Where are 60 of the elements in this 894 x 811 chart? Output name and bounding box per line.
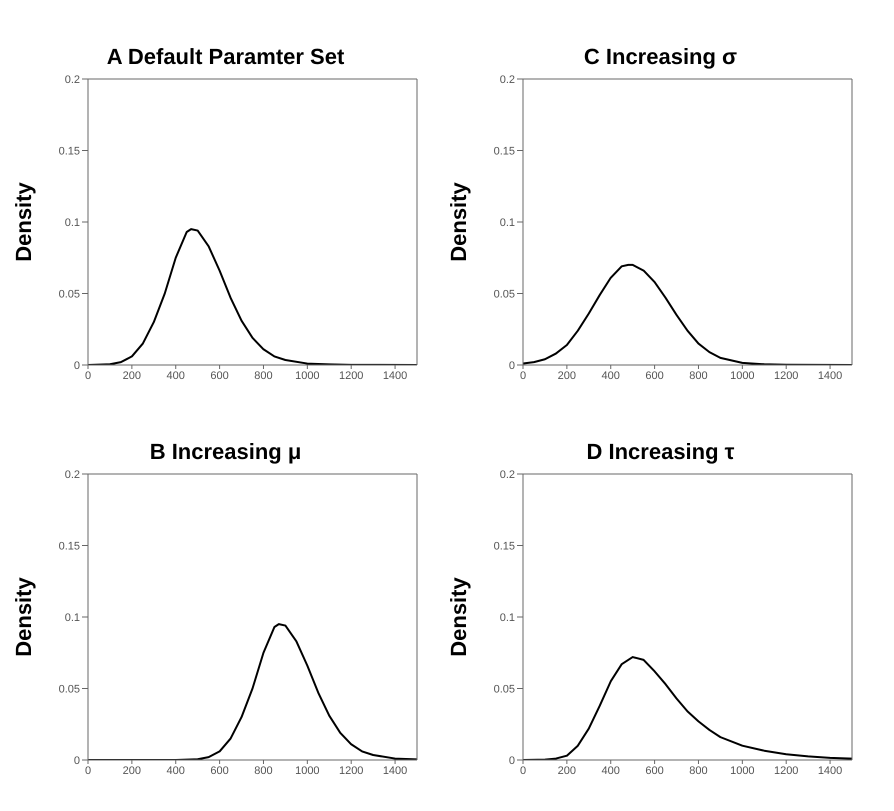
y-tick-label: 0.2 <box>64 74 80 86</box>
x-tick-label: 600 <box>645 370 664 382</box>
x-tick-label: 0 <box>84 764 92 777</box>
y-tick-label: 0.2 <box>500 468 515 481</box>
x-tick-label: 800 <box>254 370 273 382</box>
chart-title: D Increasing τ <box>586 439 734 465</box>
x-tick-label: 1000 <box>295 764 320 777</box>
chart-title: B Increasing μ <box>150 439 302 465</box>
x-tick-label: 1400 <box>382 370 408 382</box>
chart-title: C Increasing σ <box>584 44 738 70</box>
x-tick-label: 600 <box>645 764 664 777</box>
y-tick-label: 0.05 <box>494 683 515 696</box>
x-tick-label: 1200 <box>338 370 364 382</box>
y-tick-label: 0.1 <box>64 216 80 229</box>
x-tick-label: 400 <box>166 764 185 777</box>
x-tick-label: 400 <box>166 370 185 382</box>
x-tick-label: 0 <box>520 370 526 382</box>
y-tick-label: 0.1 <box>500 612 515 624</box>
y-tick-label: 0 <box>74 754 80 767</box>
x-tick-label: 0 <box>84 370 92 382</box>
y-tick-label: 0 <box>508 360 515 372</box>
x-tick-label: 600 <box>210 370 229 382</box>
x-tick-label: 800 <box>689 764 708 777</box>
y-axis-title: Density <box>10 182 36 262</box>
y-axis-title: Density <box>446 182 471 262</box>
x-tick-label: 1200 <box>774 370 798 382</box>
x-tick-label: 1000 <box>730 764 755 777</box>
x-tick-label: 1000 <box>730 370 755 382</box>
x-tick-label: 200 <box>122 370 142 382</box>
y-tick-label: 0.1 <box>64 612 80 624</box>
x-tick-label: 200 <box>558 764 576 777</box>
x-tick-label: 800 <box>689 370 708 382</box>
y-axis-title: Density <box>446 576 471 657</box>
y-tick-label: 0.15 <box>494 540 515 552</box>
x-tick-label: 1200 <box>774 764 798 777</box>
y-tick-label: 0.2 <box>500 74 515 86</box>
x-tick-label: 400 <box>602 764 620 777</box>
y-tick-label: 0.05 <box>58 683 80 696</box>
y-tick-label: 0 <box>74 360 80 372</box>
y-axis-title: Density <box>10 576 36 657</box>
y-tick-label: 0.1 <box>500 216 515 229</box>
y-tick-label: 0.15 <box>58 145 80 158</box>
y-tick-label: 0 <box>508 754 515 767</box>
x-tick-label: 800 <box>254 764 273 777</box>
x-tick-label: 200 <box>122 764 142 777</box>
x-tick-label: 1400 <box>818 370 842 382</box>
y-tick-label: 0.05 <box>494 288 515 300</box>
y-tick-label: 0.15 <box>58 540 80 552</box>
y-tick-label: 0.2 <box>64 468 80 481</box>
x-tick-label: 600 <box>210 764 229 777</box>
x-tick-label: 200 <box>558 370 576 382</box>
y-tick-label: 0.15 <box>494 145 515 158</box>
y-tick-label: 0.05 <box>58 288 80 300</box>
x-tick-label: 1200 <box>338 764 364 777</box>
x-tick-label: 1000 <box>295 370 320 382</box>
x-tick-label: 1400 <box>818 764 842 777</box>
x-tick-label: 0 <box>520 764 526 777</box>
x-tick-label: 400 <box>602 370 620 382</box>
chart-title: A Default Paramter Set <box>106 44 344 70</box>
x-tick-label: 1400 <box>382 764 408 777</box>
